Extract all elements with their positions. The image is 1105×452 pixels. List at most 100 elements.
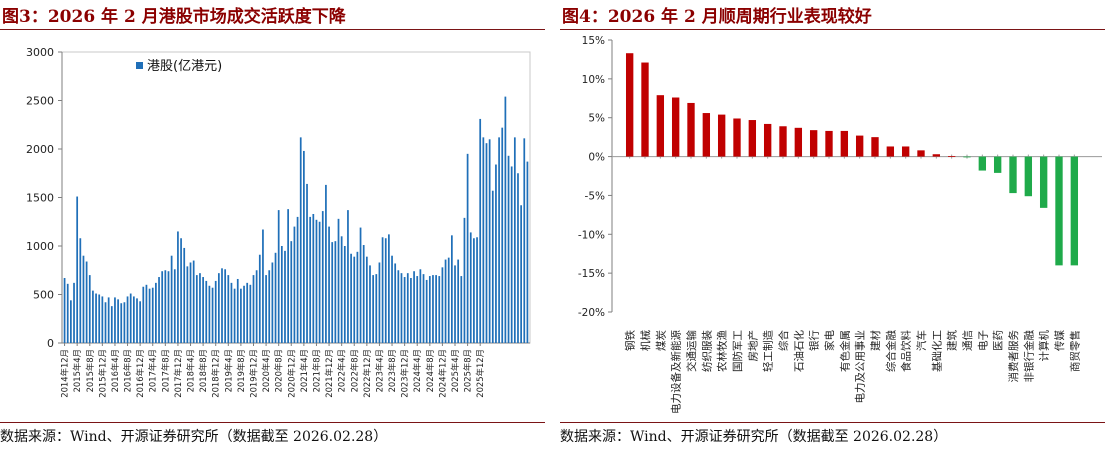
right-bar xyxy=(947,156,956,157)
left-x-tick-label: 2017年12月 xyxy=(173,349,183,398)
left-bar xyxy=(328,226,330,343)
left-bar xyxy=(406,273,409,343)
right-bar xyxy=(1055,156,1063,266)
left-plot-frame xyxy=(61,51,531,344)
left-bar xyxy=(504,96,507,344)
left-bar xyxy=(205,280,208,343)
left-bar xyxy=(195,275,198,343)
left-bar xyxy=(63,278,66,343)
left-bar xyxy=(246,282,249,343)
right-category-label: 非银行金融 xyxy=(1022,330,1035,383)
left-x-tick-label: 2024年12月 xyxy=(437,349,447,398)
left-bar xyxy=(463,217,466,343)
left-x-tick-label: 2018年4月 xyxy=(186,349,196,392)
left-bar xyxy=(117,299,119,343)
left-bar xyxy=(126,296,129,343)
right-category-label: 综合金融 xyxy=(884,330,897,372)
left-bar xyxy=(120,303,123,343)
left-bar xyxy=(491,190,494,343)
left-bar xyxy=(340,236,343,343)
left-bar xyxy=(110,306,113,343)
left-bars xyxy=(63,96,529,344)
left-bar xyxy=(460,276,463,343)
left-bar xyxy=(388,234,390,343)
left-x-tick-label: 2025年8月 xyxy=(463,349,473,392)
left-bar xyxy=(173,269,176,343)
left-bar xyxy=(394,263,397,343)
left-bar xyxy=(331,242,334,343)
left-bar xyxy=(155,282,157,343)
left-bar xyxy=(299,137,302,343)
right-category-label: 建材 xyxy=(869,330,882,351)
right-bar xyxy=(641,62,649,157)
right-category-label: 消费者服务 xyxy=(1007,330,1020,383)
left-x-tick-label: 2018年8月 xyxy=(198,349,208,392)
left-bar xyxy=(85,261,88,343)
left-bar xyxy=(391,255,393,343)
right-category-label: 建筑 xyxy=(946,330,959,351)
left-bar xyxy=(255,270,258,343)
left-bar xyxy=(180,238,182,343)
left-y-tick-label: 0 xyxy=(47,337,54,350)
left-x-tick-label: 2021年8月 xyxy=(311,349,321,392)
right-source-rule xyxy=(560,422,1105,423)
right-bar xyxy=(794,127,803,157)
left-bar xyxy=(498,137,500,343)
left-bar xyxy=(425,279,428,343)
left-bar xyxy=(151,287,154,343)
left-legend-label: 港股(亿港元) xyxy=(147,59,222,74)
right-bar xyxy=(625,53,634,157)
left-x-tick-label: 2016年8月 xyxy=(123,349,133,392)
left-bar xyxy=(517,173,519,343)
left-bar xyxy=(306,183,308,343)
left-bar xyxy=(510,166,513,343)
right-bar xyxy=(932,154,941,157)
left-bar xyxy=(432,275,434,343)
right-category-label: 纺织服装 xyxy=(700,330,713,372)
left-x-tick-label: 2016年4月 xyxy=(110,349,120,392)
left-bar xyxy=(66,283,69,343)
right-category-label: 轻工制造 xyxy=(762,330,775,372)
left-bar xyxy=(88,275,91,343)
left-bar xyxy=(240,288,242,343)
left-y-tick-label: 1000 xyxy=(26,240,54,253)
right-bar xyxy=(886,146,895,157)
left-bar xyxy=(227,275,230,343)
right-bars xyxy=(625,53,1079,266)
left-bar xyxy=(107,297,110,343)
left-bar xyxy=(271,262,274,343)
left-x-tick-label: 2024年4月 xyxy=(412,349,422,392)
left-x-tick-label: 2022年4月 xyxy=(337,349,347,392)
left-bar xyxy=(98,294,101,343)
left-bar xyxy=(158,277,160,343)
left-bar xyxy=(161,271,164,343)
left-bar xyxy=(485,143,488,343)
left-bar xyxy=(435,275,437,343)
left-x-tick-label: 2015年4月 xyxy=(72,349,82,392)
left-bar xyxy=(476,237,478,343)
left-bar xyxy=(325,184,327,343)
left-bar xyxy=(466,153,469,343)
right-category-label: 房地产 xyxy=(746,330,759,362)
left-bar xyxy=(258,254,261,343)
left-bar xyxy=(268,270,271,343)
left-legend: 港股(亿港元) xyxy=(136,59,222,74)
left-bar xyxy=(482,137,485,343)
left-bar xyxy=(419,269,422,343)
left-x-tick-label: 2020年4月 xyxy=(261,349,271,392)
left-panel: 图3：2026 年 2 月港股市场成交活跃度下降 0 500 1000 1500 200… xyxy=(0,0,545,452)
left-x-tick-label: 2016年12月 xyxy=(135,349,145,398)
left-bar xyxy=(507,155,510,343)
right-category-label: 电力及公用事业 xyxy=(854,330,867,404)
left-bar xyxy=(356,251,359,343)
right-bar xyxy=(901,146,910,157)
left-x-tick-label: 2014年12月 xyxy=(60,349,70,398)
left-bar xyxy=(359,227,362,343)
right-category-labels: 钢铁 机械 煤炭 电力设备及新能源 交通运输 纺织服装 农林牧渔 国防军工 房地产 轻工制造 综合石… xyxy=(624,330,1082,414)
left-x-tick-label: 2021年12月 xyxy=(324,349,334,398)
left-x-tick-label: 2025年12月 xyxy=(475,349,485,398)
left-y-tick-label: 3000 xyxy=(26,46,54,59)
right-category-label: 商贸零售 xyxy=(1068,330,1081,372)
left-bar xyxy=(145,284,148,343)
left-bar xyxy=(422,274,425,343)
